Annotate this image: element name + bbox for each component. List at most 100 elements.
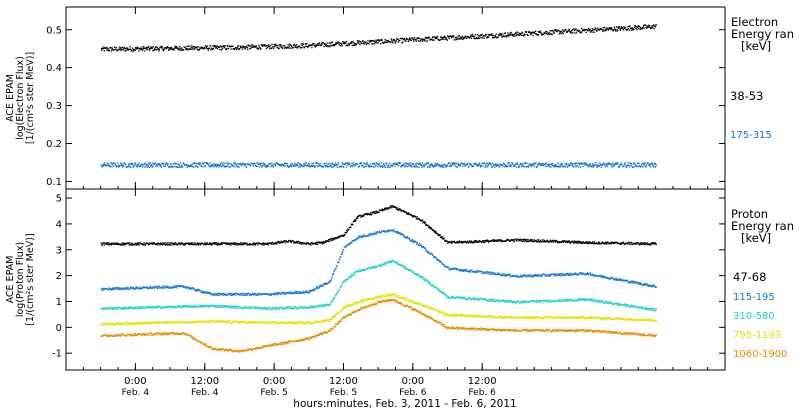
- data-point: [361, 235, 363, 237]
- data-point: [487, 240, 489, 242]
- data-point: [607, 28, 609, 30]
- data-point: [587, 241, 590, 244]
- data-point: [340, 44, 342, 46]
- data-point: [203, 47, 205, 49]
- data-point: [376, 165, 379, 168]
- data-point: [172, 166, 174, 168]
- data-point: [190, 306, 192, 309]
- data-point: [346, 277, 348, 279]
- data-point: [296, 240, 298, 243]
- data-point: [311, 162, 313, 164]
- data-point: [652, 25, 654, 27]
- data-point: [236, 47, 238, 49]
- data-point: [180, 242, 183, 244]
- data-point: [228, 162, 231, 165]
- data-point: [106, 49, 108, 51]
- data-point: [134, 307, 136, 309]
- data-point: [118, 46, 121, 48]
- data-point: [114, 46, 116, 49]
- data-point: [170, 164, 173, 166]
- data-point: [237, 44, 239, 47]
- data-point: [486, 166, 488, 168]
- data-point: [508, 274, 510, 277]
- data-point: [585, 241, 587, 243]
- data-point: [128, 308, 130, 310]
- data-point: [553, 240, 555, 243]
- data-point: [627, 162, 629, 164]
- data-point: [371, 40, 374, 42]
- data-point: [296, 165, 298, 167]
- data-point: [290, 291, 292, 293]
- data-point: [354, 239, 356, 242]
- data-point: [522, 164, 524, 166]
- data-point: [147, 49, 149, 51]
- data-point: [544, 163, 546, 165]
- data-point: [510, 164, 513, 166]
- data-point: [195, 304, 197, 307]
- data-point: [300, 306, 302, 308]
- data-point: [584, 274, 587, 276]
- data-point: [239, 294, 241, 296]
- data-point: [422, 246, 424, 249]
- data-point: [372, 162, 374, 165]
- data-point: [590, 241, 592, 244]
- data-point: [286, 47, 288, 49]
- data-point: [550, 241, 552, 243]
- data-point: [180, 47, 182, 49]
- data-point: [283, 47, 286, 49]
- data-point: [592, 31, 594, 33]
- data-point: [464, 36, 466, 38]
- data-point: [237, 293, 239, 295]
- data-point: [421, 220, 423, 222]
- data-point: [199, 304, 201, 306]
- data-point: [211, 47, 213, 50]
- data-point: [476, 271, 478, 274]
- data-point: [461, 241, 464, 243]
- data-point: [431, 253, 433, 255]
- data-point: [251, 293, 253, 296]
- data-point: [189, 45, 191, 47]
- data-point: [445, 36, 447, 39]
- data-point: [519, 164, 521, 166]
- data-point: [642, 284, 644, 286]
- data-point: [600, 166, 602, 168]
- data-point: [533, 274, 536, 276]
- data-point: [532, 34, 534, 37]
- data-point: [465, 268, 467, 271]
- data-point: [546, 241, 548, 243]
- data-point: [218, 294, 221, 296]
- data-point: [306, 243, 308, 245]
- data-point: [596, 30, 598, 32]
- data-point: [105, 47, 108, 49]
- data-point: [530, 163, 532, 166]
- data-point: [425, 164, 427, 166]
- data-point: [399, 162, 401, 164]
- data-point: [335, 163, 338, 166]
- data-point: [151, 287, 153, 289]
- data-point: [381, 39, 383, 42]
- data-point: [170, 48, 172, 50]
- data-point: [289, 307, 291, 310]
- data-point: [589, 164, 591, 167]
- data-point: [119, 306, 121, 308]
- data-point: [190, 165, 192, 168]
- data-point: [386, 207, 389, 209]
- data-point: [261, 244, 264, 246]
- data-point: [106, 164, 108, 167]
- data-point: [191, 163, 193, 166]
- data-point: [276, 291, 279, 294]
- data-point: [367, 40, 369, 42]
- data-point: [254, 308, 256, 310]
- data-point: [185, 243, 187, 246]
- data-point: [580, 241, 582, 243]
- data-point: [205, 162, 208, 164]
- data-point: [182, 286, 184, 289]
- data-point: [308, 292, 311, 294]
- data-point: [508, 34, 510, 36]
- data-point: [567, 30, 570, 32]
- data-point: [401, 42, 403, 44]
- data-point: [438, 259, 440, 262]
- data-point: [258, 44, 260, 46]
- data-point: [517, 163, 519, 166]
- data-point: [118, 287, 121, 289]
